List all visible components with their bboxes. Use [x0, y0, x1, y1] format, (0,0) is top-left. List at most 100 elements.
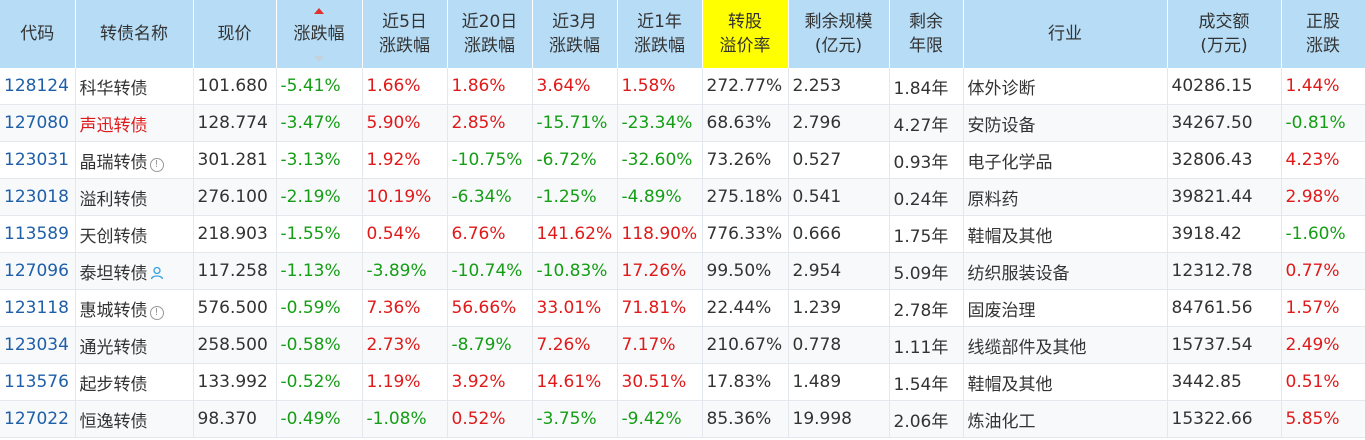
col-header-name[interactable]: 转债名称	[75, 0, 194, 68]
cell-change-text: -0.59%	[280, 298, 341, 318]
info-icon[interactable]: !	[149, 305, 164, 320]
cell-price: 301.281	[193, 141, 277, 179]
cell-change-20d: 56.66%	[447, 289, 533, 327]
cell-price-text: 276.100	[197, 187, 268, 207]
col-header-years[interactable]: 剩余 年限	[889, 0, 964, 68]
col-header-industry[interactable]: 行业	[963, 0, 1168, 68]
table-row[interactable]: 127096 泰坦转债 117.258 -1.13% -3.89% -10.74% -10.…	[0, 252, 1365, 290]
cell-years: 1.11年	[889, 326, 964, 364]
cell-code[interactable]: 113589	[0, 215, 76, 253]
cell-price: 98.370	[193, 400, 277, 438]
cell-change-3m: -3.75%	[532, 400, 618, 438]
cell-price: 133.992	[193, 363, 277, 401]
col-header-scale[interactable]: 剩余规模 (亿元)	[788, 0, 890, 68]
cell-price: 218.903	[193, 215, 277, 253]
person-icon[interactable]	[150, 265, 164, 279]
cell-name[interactable]: 泰坦转债	[75, 252, 194, 290]
cell-name[interactable]: 天创转债	[75, 215, 194, 253]
col-header-price[interactable]: 现价	[193, 0, 277, 68]
table-row[interactable]: 127080 声迅转债 128.774 -3.47% 5.90% 2.85% -15.71%…	[0, 104, 1365, 142]
table-row[interactable]: 113576 起步转债 133.992 -0.52% 1.19% 3.92% 14.61% 3…	[0, 363, 1365, 401]
sort-asc-icon[interactable]	[314, 8, 324, 14]
cell-scale-text: 2.796	[792, 113, 842, 133]
sort-desc-icon[interactable]	[314, 56, 324, 62]
cell-name[interactable]: 起步转债	[75, 363, 194, 401]
cell-change-3m: 33.01%	[532, 289, 618, 327]
col-header-turnover[interactable]: 成交额 (万元)	[1167, 0, 1282, 68]
col-header-change-20d[interactable]: 近20日 涨跌幅	[447, 0, 533, 68]
cell-name[interactable]: 晶瑞转债!	[75, 141, 194, 179]
cell-turnover: 15737.54	[1167, 326, 1282, 364]
cell-turnover: 3918.42	[1167, 215, 1282, 253]
cell-stock-change-text: 2.98%	[1285, 187, 1340, 207]
cell-change-text: -1.13%	[280, 261, 341, 281]
cell-industry-text: 线缆部件及其他	[967, 337, 1087, 358]
table-row[interactable]: 123034 通光转债 258.500 -0.58% 2.73% -8.79% 7.26% 7…	[0, 326, 1365, 364]
cell-change-5d: 0.54%	[362, 215, 448, 253]
cell-name-text: 恒逸转债	[79, 411, 148, 432]
cell-price-text: 218.903	[197, 224, 268, 244]
cell-premium-text: 22.44%	[706, 298, 772, 318]
col-header-change-3m[interactable]: 近3月 涨跌幅	[532, 0, 618, 68]
cell-change-3m: -6.72%	[532, 141, 618, 179]
cell-change-5d: 2.73%	[362, 326, 448, 364]
cell-code[interactable]: 123018	[0, 178, 76, 216]
cell-premium: 68.63%	[702, 104, 789, 142]
col-header-change-1y[interactable]: 近1年 涨跌幅	[617, 0, 703, 68]
cell-industry-text: 鞋帽及其他	[967, 374, 1053, 395]
table-row[interactable]: 123031 晶瑞转债! 301.281 -3.13% 1.92% -10.75% -6.7…	[0, 141, 1365, 179]
col-header-change[interactable]: 涨跌幅	[276, 0, 363, 68]
cell-scale: 0.778	[788, 326, 890, 364]
cell-code[interactable]: 127022	[0, 400, 76, 438]
cell-change-20d: -8.79%	[447, 326, 533, 364]
cell-stock-change-text: 0.77%	[1285, 261, 1340, 281]
col-header-change-5d[interactable]: 近5日 涨跌幅	[362, 0, 448, 68]
cell-name[interactable]: 科华转债	[75, 68, 194, 105]
col-header-code[interactable]: 代码	[0, 0, 76, 68]
cell-name[interactable]: 通光转债	[75, 326, 194, 364]
cell-name[interactable]: 惠城转债!	[75, 289, 194, 327]
table-row[interactable]: 127022 恒逸转债 98.370 -0.49% -1.08% 0.52% -3.75% -…	[0, 400, 1365, 438]
cell-turnover-text: 39821.44	[1171, 187, 1253, 207]
cell-change-20d: -10.75%	[447, 141, 533, 179]
col-header-premium[interactable]: 转股 溢价率	[702, 0, 789, 68]
cell-code[interactable]: 113576	[0, 363, 76, 401]
cell-premium-text: 17.83%	[706, 372, 772, 392]
table-row[interactable]: 128124 科华转债 101.680 -5.41% 1.66% 1.86% 3.64% 1.…	[0, 68, 1365, 105]
cell-change-20d-text: 1.86%	[451, 76, 506, 96]
cell-code-text: 123118	[4, 298, 69, 318]
cell-code-text: 123018	[4, 187, 69, 207]
cell-name-text: 惠城转债	[79, 300, 148, 321]
cell-change-5d-text: 1.92%	[366, 150, 421, 170]
table-row[interactable]: 123018 溢利转债 276.100 -2.19% 10.19% -6.34% -1.25…	[0, 178, 1365, 216]
cell-code[interactable]: 128124	[0, 68, 76, 105]
table-row[interactable]: 113589 天创转债 218.903 -1.55% 0.54% 6.76% 141.62%…	[0, 215, 1365, 253]
cell-code[interactable]: 127096	[0, 252, 76, 290]
cell-industry-text: 炼油化工	[967, 411, 1036, 432]
cell-change-5d-text: 7.36%	[366, 298, 421, 318]
cell-scale-text: 0.666	[792, 224, 842, 244]
info-icon[interactable]: !	[149, 157, 164, 172]
cell-change-5d-text: 5.90%	[366, 113, 421, 133]
cell-change-text: -5.41%	[280, 76, 341, 96]
table-row[interactable]: 123118 惠城转债! 576.500 -0.59% 7.36% 56.66% 33.01…	[0, 289, 1365, 327]
cell-change-20d-text: 0.52%	[451, 409, 506, 429]
cell-change-5d-text: -3.89%	[366, 261, 427, 281]
cell-code[interactable]: 123034	[0, 326, 76, 364]
cell-name[interactable]: 溢利转债	[75, 178, 194, 216]
cell-name[interactable]: 恒逸转债	[75, 400, 194, 438]
cell-turnover-text: 15737.54	[1171, 335, 1253, 355]
cell-scale: 1.239	[788, 289, 890, 327]
cell-code[interactable]: 123118	[0, 289, 76, 327]
cell-price-text: 101.680	[197, 76, 268, 96]
cell-premium: 85.36%	[702, 400, 789, 438]
cell-change-3m-text: 14.61%	[536, 372, 602, 392]
cell-code[interactable]: 127080	[0, 104, 76, 142]
cell-industry: 安防设备	[963, 104, 1168, 142]
cell-name[interactable]: 声迅转债	[75, 104, 194, 142]
cell-stock-change: 5.85%	[1281, 400, 1365, 438]
cell-premium-text: 210.67%	[706, 335, 783, 355]
cell-code[interactable]: 123031	[0, 141, 76, 179]
col-header-stock-change[interactable]: 正股 涨跌	[1281, 0, 1365, 68]
